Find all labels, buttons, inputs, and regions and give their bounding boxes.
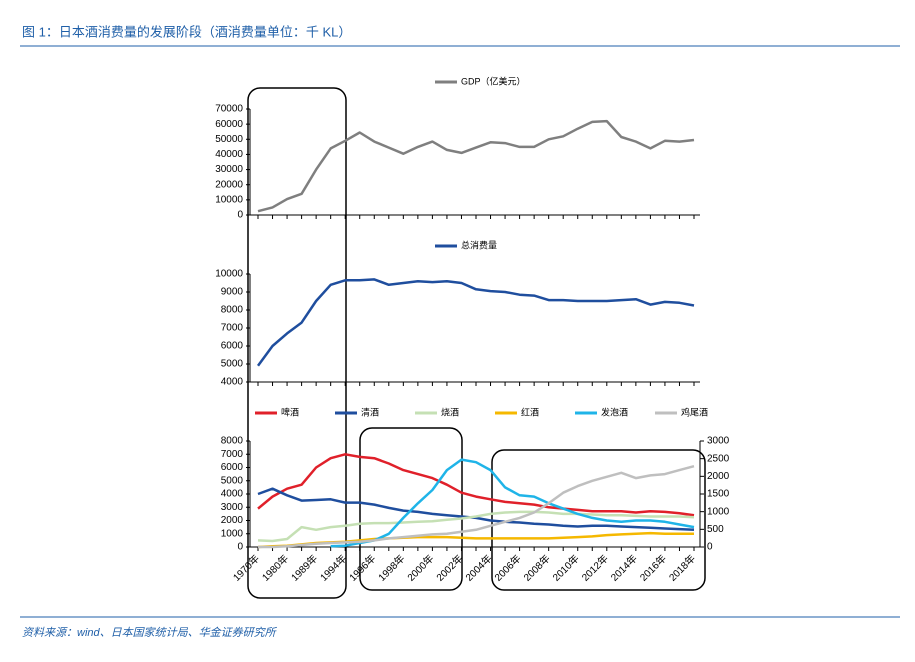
y2-tick-label: 2500 <box>707 453 730 464</box>
legend-label: GDP（亿美元） <box>461 75 526 86</box>
y2-tick-label: 2000 <box>707 471 730 482</box>
x-tick-label: 1996年 <box>346 552 378 584</box>
x-tick-label: 2002年 <box>433 552 465 584</box>
y-tick-label: 4000 <box>221 377 244 388</box>
y-tick-label: 5000 <box>221 359 244 370</box>
x-tick-label: 2012年 <box>579 552 611 584</box>
x-tick-label: 2014年 <box>608 552 640 584</box>
y-tick-label: 0 <box>237 210 243 221</box>
y2-tick-label: 500 <box>707 524 724 535</box>
y-tick-label: 20000 <box>215 179 243 190</box>
y2-tick-label: 1000 <box>707 506 730 517</box>
y-tick-label: 1000 <box>221 528 244 539</box>
series-line <box>257 487 695 532</box>
y-tick-label: 60000 <box>215 119 243 130</box>
y-tick-label: 50000 <box>215 134 243 145</box>
series-line <box>257 510 695 543</box>
legend-label: 总消费量 <box>461 239 497 250</box>
source-note: 资料来源：wind、日本国家统计局、华金证券研究所 <box>22 626 278 639</box>
legend-label: 清酒 <box>361 406 379 417</box>
y-tick-label: 7000 <box>221 449 244 460</box>
y-tick-label: 0 <box>237 542 243 553</box>
y-tick-label: 8000 <box>221 305 244 316</box>
x-tick-label: 2004年 <box>463 552 495 584</box>
series-line <box>330 458 695 548</box>
highlight-box <box>247 87 347 599</box>
x-tick-label: 2000年 <box>404 552 436 584</box>
series-line <box>257 119 695 213</box>
series-line <box>256 278 695 367</box>
y-tick-label: 2000 <box>221 515 244 526</box>
y-tick-label: 4000 <box>221 489 244 500</box>
x-tick-label: 1994年 <box>317 552 349 584</box>
legend-label: 啤酒 <box>281 406 299 417</box>
y-tick-label: 6000 <box>221 462 244 473</box>
x-tick-label: 2006年 <box>492 552 524 584</box>
x-tick-label: 1989年 <box>288 552 320 584</box>
y-tick-label: 10000 <box>215 194 243 205</box>
y2-tick-label: 3000 <box>707 436 730 447</box>
x-tick-label: 2010年 <box>550 552 582 584</box>
y-tick-label: 10000 <box>215 269 243 280</box>
x-tick-label: 2016年 <box>637 552 669 584</box>
y-tick-label: 5000 <box>221 475 244 486</box>
y-tick-label: 30000 <box>215 164 243 175</box>
y-tick-label: 9000 <box>221 287 244 298</box>
x-tick-label: 2018年 <box>666 552 698 584</box>
y2-tick-label: 1500 <box>707 489 730 500</box>
legend-label: 烧酒 <box>441 406 459 417</box>
x-tick-label: 1970年 <box>230 552 262 584</box>
y-tick-label: 8000 <box>221 436 244 447</box>
series-line <box>257 453 695 517</box>
highlight-box <box>359 427 463 591</box>
x-tick-label: 2008年 <box>521 552 553 584</box>
x-tick-label: 1980年 <box>259 552 291 584</box>
y-tick-label: 7000 <box>221 323 244 334</box>
y-tick-label: 6000 <box>221 341 244 352</box>
x-tick-label: 1998年 <box>375 552 407 584</box>
series-line <box>257 531 694 549</box>
y-tick-label: 70000 <box>215 104 243 115</box>
y-tick-label: 3000 <box>221 502 244 513</box>
legend-label: 发泡酒 <box>601 406 628 417</box>
legend-label: 鸡尾酒 <box>681 406 708 417</box>
legend-label: 红酒 <box>521 406 539 417</box>
page-title: 图 1：日本酒消费量的发展阶段（酒消费量单位：千 KL） <box>22 24 351 39</box>
y-tick-label: 40000 <box>215 149 243 160</box>
y2-tick-label: 0 <box>707 542 713 553</box>
series-line <box>258 464 695 549</box>
